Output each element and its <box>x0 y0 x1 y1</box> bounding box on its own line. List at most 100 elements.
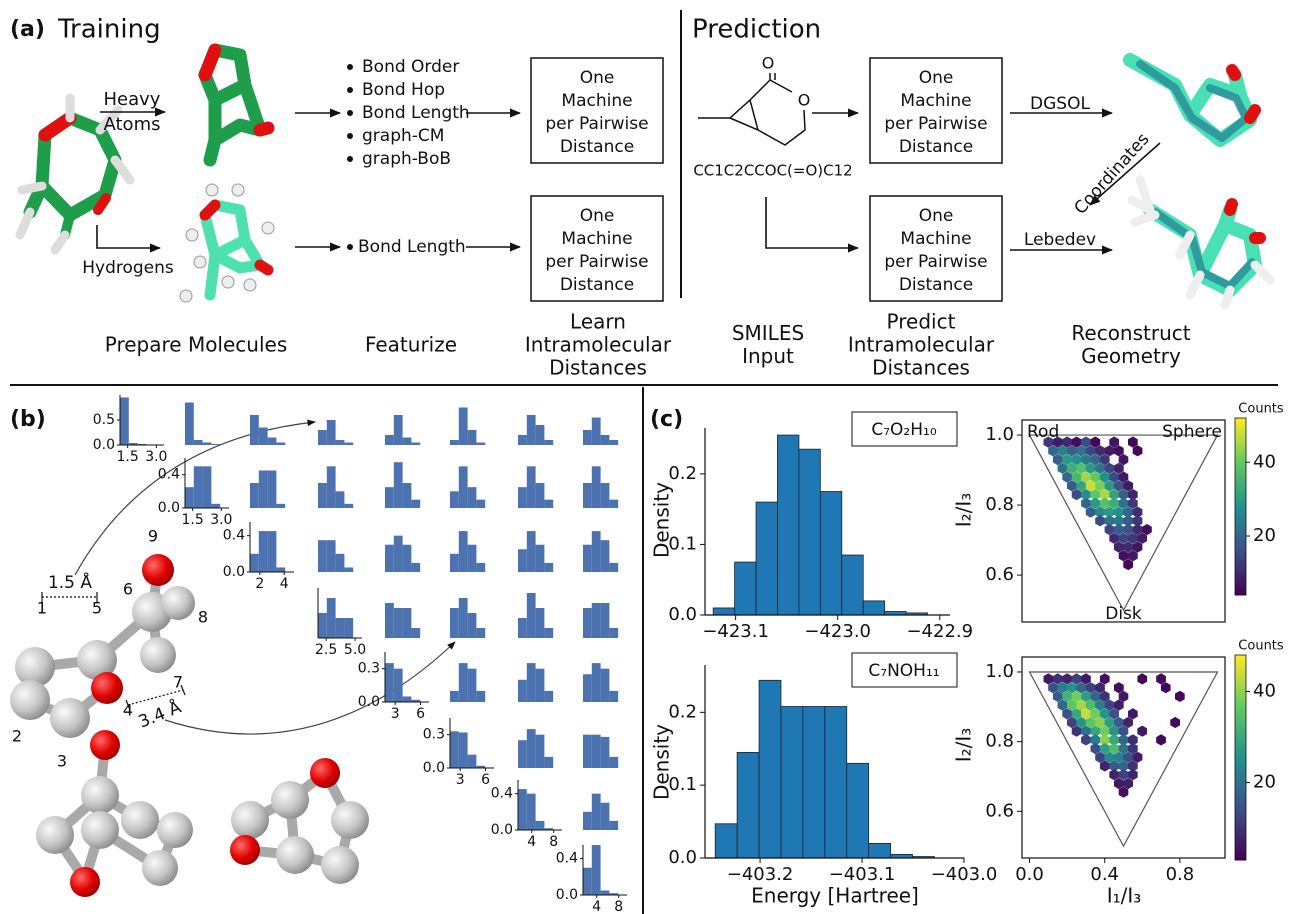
x-tick-label: 0.8 <box>1166 864 1195 885</box>
x-axis-label: Energy [Hartree] <box>751 884 919 908</box>
bullet <box>347 110 353 116</box>
mini-hist-bar <box>544 500 553 508</box>
colorbar-step <box>1235 430 1246 433</box>
mini-hist-bar <box>394 462 403 508</box>
tick-label: 3.0 <box>210 512 232 528</box>
colorbar-step <box>1235 669 1246 673</box>
mini-hist-bar <box>536 821 545 830</box>
mini-hist-bar <box>318 540 327 572</box>
mini-hist-bar <box>259 471 268 509</box>
machine-text: per Pairwise <box>884 114 987 134</box>
machine-text: One <box>919 68 954 88</box>
hist-bar <box>863 601 884 615</box>
mini-hist-bar <box>583 483 592 508</box>
colorbar-step <box>1235 492 1246 495</box>
colorbar-step <box>1235 518 1246 521</box>
annotation: C₇O₂H₁₀ <box>871 420 936 440</box>
colorbar-step <box>1235 563 1246 566</box>
feature: Bond Hop <box>362 80 445 100</box>
hex-cell <box>1128 769 1138 780</box>
hist-bar <box>869 843 891 858</box>
colorbar-step <box>1235 536 1246 539</box>
colorbar-step <box>1235 459 1246 462</box>
machine-text: per Pairwise <box>884 252 987 272</box>
colorbar-step <box>1235 557 1246 560</box>
colorbar-step <box>1235 737 1246 741</box>
mini-hist-bar <box>411 563 420 572</box>
colorbar-step <box>1235 850 1246 854</box>
colorbar-step <box>1235 468 1246 471</box>
bullet <box>347 64 353 70</box>
mini-hist-bar <box>518 549 527 572</box>
mini-hist-bar <box>411 628 420 638</box>
colorbar-step <box>1235 829 1246 833</box>
mini-hist-bar <box>344 567 353 572</box>
bullet <box>347 244 353 250</box>
colorbar-step <box>1235 686 1246 690</box>
y-axis-label: Density <box>650 724 674 800</box>
mini-hist-bar <box>592 418 601 446</box>
colorbar-step <box>1235 574 1246 577</box>
mini-hist-bar <box>592 794 601 830</box>
colorbar-step <box>1235 734 1246 738</box>
colorbar-step <box>1235 480 1246 483</box>
atom-number: 3 <box>57 752 67 771</box>
colorbar-step <box>1235 703 1246 707</box>
mini-hist-bar <box>385 545 394 572</box>
mini-hist-bar <box>476 443 485 446</box>
hex-cell <box>1095 515 1105 526</box>
tick-label: 8 <box>614 899 623 914</box>
colorbar-step <box>1235 545 1246 548</box>
y-axis-label: I₂/I₃ <box>952 728 976 763</box>
step-label: Intramolecular <box>525 333 672 357</box>
colorbar-step <box>1235 577 1246 580</box>
atom-number: 6 <box>123 580 133 599</box>
bullet <box>347 156 353 162</box>
colorbar-step <box>1235 771 1246 775</box>
mini-hist-bar <box>394 608 403 638</box>
step-label: Geometry <box>1081 344 1181 368</box>
step-label: Distances <box>872 356 970 380</box>
colorbar-step <box>1235 589 1246 592</box>
mini-hist-bar <box>450 608 459 638</box>
corner-label: Sphere <box>1162 422 1222 442</box>
tick-label: 0.0 <box>358 694 380 710</box>
mini-hist-bar <box>583 812 592 830</box>
mini-hist-bar <box>344 618 353 638</box>
mini-hist-bar <box>468 613 477 638</box>
mini-hist-bar <box>385 663 394 702</box>
mini-hist-bar <box>259 531 268 572</box>
colorbar-step <box>1235 744 1246 748</box>
mini-hist-bar <box>394 536 403 572</box>
mini-hist-bar <box>459 598 468 638</box>
mini-hist-bar <box>276 567 285 572</box>
mini-hist-bar <box>592 603 601 638</box>
colorbar-label: Counts <box>1238 639 1284 654</box>
tick-label: 0.0 <box>491 822 513 838</box>
machine-text: Distance <box>560 137 634 157</box>
section-title: Prediction <box>692 15 821 45</box>
tick-label: 0.4 <box>556 851 578 867</box>
mini-hist-bar <box>394 415 403 445</box>
hist-bar <box>803 707 825 858</box>
mini-hist-bar <box>601 737 610 768</box>
hex-cell <box>1128 498 1138 509</box>
mini-hist-bar <box>450 554 459 572</box>
mini-hist-bar <box>268 438 277 446</box>
hist-bar <box>842 555 863 615</box>
mini-hist-bar <box>318 430 327 445</box>
mini-hist-bar <box>185 403 194 446</box>
colorbar-step <box>1235 740 1246 744</box>
mini-hist-bar <box>476 500 485 508</box>
hex-cell <box>1175 691 1185 702</box>
mini-hist-bar <box>385 435 394 445</box>
mini-hist-bar <box>459 732 468 768</box>
colorbar-step <box>1235 696 1246 700</box>
hex-cell <box>1081 734 1091 745</box>
colorbar-step <box>1235 568 1246 571</box>
colorbar-step <box>1235 418 1246 421</box>
hex-cell <box>1081 673 1091 684</box>
machine-text: One <box>580 68 615 88</box>
hex-cell <box>1109 498 1119 509</box>
mini-hist-bar <box>601 435 610 445</box>
